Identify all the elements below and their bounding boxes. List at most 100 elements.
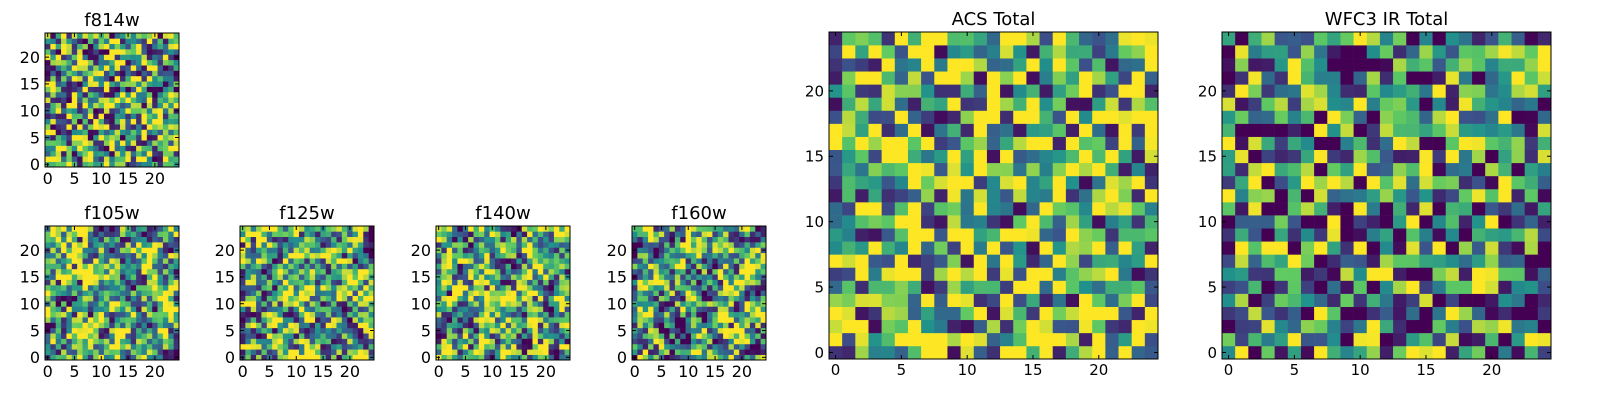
heatmap-cell (553, 274, 560, 280)
heatmap-cell (87, 354, 94, 361)
x-tick-label: 15 (118, 362, 138, 381)
heatmap-cell (320, 349, 327, 355)
heatmap-cell (71, 145, 78, 152)
heatmap-cell (1222, 228, 1236, 242)
heatmap-cell (1327, 32, 1341, 46)
heatmap-cell (1327, 71, 1341, 85)
heatmap-cell (452, 268, 458, 275)
heatmap-cell (1327, 149, 1341, 164)
heatmap-cell (1000, 293, 1014, 307)
heatmap-cell (55, 263, 62, 270)
heatmap-cell (1300, 254, 1315, 268)
heatmap-cell (1118, 136, 1132, 151)
heatmap-cell (298, 252, 305, 259)
heatmap-cell (1118, 319, 1132, 334)
heatmap-cell (717, 343, 724, 350)
heatmap-cell (680, 317, 686, 323)
heatmap-cell (1118, 332, 1132, 347)
heatmap-cell (1118, 58, 1132, 72)
heatmap-cell (61, 59, 67, 66)
heatmap-cell (559, 333, 565, 339)
heatmap-cell (157, 102, 164, 109)
heatmap-cell (1235, 110, 1249, 124)
heatmap-cell (1026, 332, 1040, 347)
heatmap-cell (521, 301, 528, 307)
heatmap-cell (1000, 84, 1014, 98)
heatmap-cell (881, 45, 896, 59)
heatmap-cell (1287, 254, 1302, 268)
heatmap-cell (71, 140, 78, 146)
heatmap-cell (168, 284, 174, 291)
heatmap-cell (960, 71, 975, 85)
heatmap-cell (986, 293, 1001, 307)
heatmap-cell (93, 49, 99, 55)
heatmap-cell (452, 349, 458, 355)
heatmap-cell (103, 290, 110, 296)
heatmap-cell (1235, 45, 1249, 59)
heatmap-cell (1079, 254, 1093, 268)
heatmap-cell (723, 247, 729, 254)
heatmap-cell (293, 242, 300, 248)
heatmap-cell (61, 327, 67, 334)
heatmap-cell (842, 241, 856, 255)
heatmap-cell (1235, 175, 1249, 190)
heatmap-cell (1445, 319, 1460, 334)
heatmap-cell (1432, 267, 1447, 281)
heatmap-cell (701, 284, 708, 291)
heatmap-cell (71, 108, 78, 114)
heatmap-cell (293, 268, 300, 275)
heatmap-cell (500, 258, 506, 264)
heatmap-cell (947, 267, 961, 281)
heatmap-cell (245, 236, 252, 243)
heatmap-cell (61, 65, 67, 71)
heatmap-cell (1131, 188, 1146, 203)
heatmap-cell (103, 301, 110, 307)
heatmap-cell (564, 252, 571, 259)
heatmap-cell (960, 123, 975, 137)
heatmap-cell (261, 247, 268, 254)
heatmap-cell (152, 150, 158, 157)
heatmap-cell (341, 349, 348, 355)
heatmap-cell (45, 86, 51, 93)
heatmap-cell (868, 97, 882, 111)
heatmap-cell (87, 70, 94, 77)
heatmap-cell (553, 306, 560, 313)
heatmap-cell (478, 317, 485, 323)
heatmap-cell (146, 343, 153, 350)
heatmap-cell (304, 301, 310, 307)
heatmap-cell (532, 306, 539, 313)
heatmap-cell (109, 290, 115, 296)
heatmap-cell (760, 226, 767, 232)
heatmap-cell (749, 263, 756, 270)
heatmap-cell (173, 242, 180, 248)
heatmap-cell (881, 188, 896, 203)
heatmap-cell (548, 290, 555, 296)
heatmap-cell (50, 161, 57, 168)
heatmap-cell (1485, 136, 1499, 151)
heatmap-cell (82, 301, 89, 307)
heatmap-cell (685, 236, 692, 243)
heatmap-cell (690, 317, 697, 323)
heatmap-cell (669, 274, 676, 280)
heatmap-cell (50, 156, 57, 162)
heatmap-cell (320, 258, 327, 264)
heatmap-cell (315, 354, 321, 361)
heatmap-cell (690, 295, 697, 302)
heatmap-cell (141, 108, 148, 114)
heatmap-cell (894, 84, 909, 98)
heatmap-cell (1000, 254, 1014, 268)
heatmap-cell (1000, 188, 1014, 203)
heatmap-cell (829, 332, 843, 347)
heatmap-cell (527, 252, 533, 259)
heatmap-cell (293, 327, 300, 334)
heatmap-cell (66, 65, 73, 71)
heatmap-cell (45, 311, 51, 318)
heatmap-cell (250, 343, 257, 350)
heatmap-cell (1235, 149, 1249, 164)
heatmap-cell (537, 268, 544, 275)
heatmap-cell (674, 290, 681, 296)
heatmap-cell (516, 343, 523, 350)
heatmap-cell (842, 188, 856, 203)
heatmap-cell (511, 258, 517, 264)
heatmap-cell (1393, 267, 1407, 281)
